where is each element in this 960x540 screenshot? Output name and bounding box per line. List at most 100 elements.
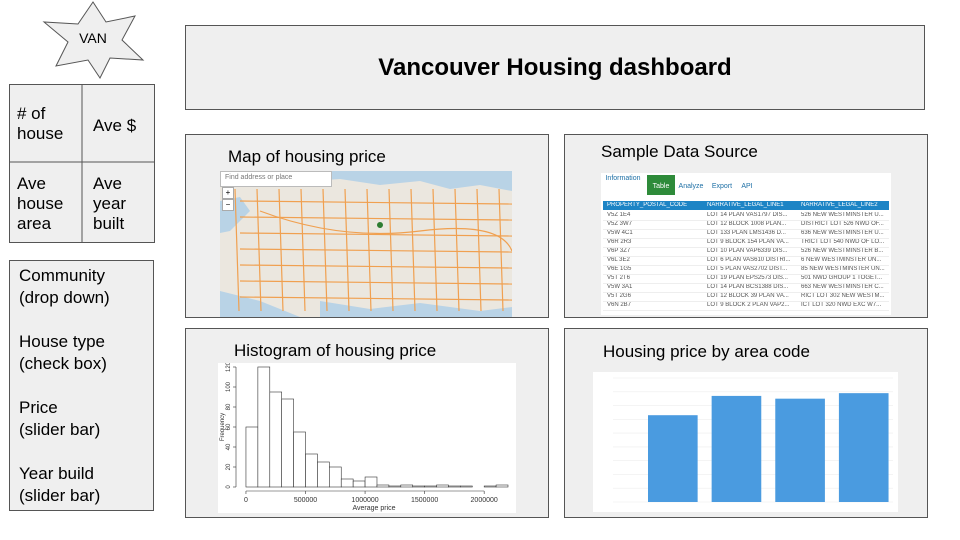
y-tick-label: 80 [226,403,232,410]
table-cell: LOT 19 PLAN EPS2573 DIS... [707,275,788,281]
area-code-bar [838,393,889,502]
x-tick-label: 500000 [294,497,317,504]
area-code-panel: Housing price by area code [564,328,928,518]
y-tick-label: 0 [226,485,232,489]
table-cell: LOT 6 PLAN VAS610 DISTRI... [707,257,791,263]
area-code-bar [775,398,825,502]
histogram-bar [245,426,259,488]
table-row: V5Z 3W7 LOT 12 BLOCK 1008 PLAN... DISTRICT… [603,220,889,230]
tab-api[interactable]: API [741,183,753,190]
x-tick-label: 2000000 [471,497,498,504]
housing-price-map[interactable]: Find address or place + − [220,171,512,317]
table-cell: V6N 2B7 [607,302,632,308]
tab-analyze[interactable]: Analyze [678,183,704,190]
table-row: V6P 3Z7 LOT 10 PLAN VAP6339 DIS... 526 NEW… [603,247,889,257]
zoom-in-button[interactable]: + [222,187,234,199]
table-row: V6N 2B7 LOT 9 BLOCK 2 PLAN VAP2... ICT LOT… [603,301,889,311]
table-cell: 501 NWD GROUP 1 TOGET... [801,275,883,281]
histogram-bar [340,478,354,488]
map-search-bar[interactable]: Find address or place [220,171,332,187]
table-cell: V6R 2R3 [607,239,632,245]
map-panel: Map of housing price Find address or pla… [185,134,549,318]
histogram-bar [293,431,306,488]
tab-export[interactable]: Export [711,183,733,190]
area-code-bar [648,415,698,502]
histogram-bar [483,485,497,488]
table-row: V6E 1G5 LOT 5 PLAN VAS2702 DIST... 85 NEW … [603,265,889,275]
map-title: Map of housing price [228,147,386,166]
column-header: NARRATIVE_LEGAL_LINE1 [707,202,784,208]
table-cell: V5Z 3W7 [607,221,633,227]
x-axis-label: Average price [352,505,395,512]
area-code-svg [613,377,893,503]
histogram-bar [412,485,425,488]
table-cell: 526 NEW WESTMINSTER B... [801,248,884,254]
histogram-bar [257,366,271,488]
histogram-bar [448,485,461,488]
histogram-bar [305,453,318,488]
page-title: Vancouver Housing dashboard [378,54,732,81]
histogram-bar [424,485,437,488]
x-tick-label: 1500000 [411,497,438,504]
table-row: V5T 2G6 LOT 12 BLOCK 39 PLAN VA... RICT LO… [603,292,889,302]
histogram-bar [329,466,342,488]
table-cell: V5Z 1E4 [607,212,631,218]
data-source-panel: Sample Data Source Information Table Ana… [564,134,928,318]
histogram-bar [400,484,414,488]
table-header: PROPERTY_POSTAL_CODE NARRATIVE_LEGAL_LIN… [603,201,889,210]
summary-stats: # of house Ave $ Ave house area Ave year… [9,84,155,243]
histogram-bar [495,484,509,488]
table-cell: LOT 12 BLOCK 1008 PLAN... [707,221,787,227]
histogram-bar [376,484,390,488]
table-cell: V6E 1G5 [607,266,632,272]
table-cell: LOT 14 PLAN VAS1797 DIS... [707,212,788,218]
histogram-bar [364,476,378,488]
x-tick-label: 1000000 [351,497,378,504]
column-header: PROPERTY_POSTAL_CODE [607,202,688,208]
table-cell: LOT 9 BLOCK 2 PLAN VAP2... [707,302,790,308]
tab-table[interactable]: Table [647,175,675,195]
histogram-bar [281,398,294,488]
table-cell: 6 NEW WESTMINSTER UN... [801,257,882,263]
table-cell: LOT 5 PLAN VAS2702 DIST... [707,266,788,272]
price-slider[interactable]: Price (slider bar) [19,398,101,439]
ave-year-stat: Ave year built [93,174,127,233]
table-cell: LOT 10 PLAN VAP6339 DIS... [707,248,788,254]
area-code-bar [711,395,762,502]
zoom-out-button[interactable]: − [222,199,234,211]
table-cell: DISTRICT LOT 526 NWD OF... [801,221,884,227]
table-row: V6L 3E2 LOT 6 PLAN VAS610 DISTRI... 6 NEW … [603,256,889,266]
table-row: V5W 4C1 LOT 133 PLAN LMS1436 D... 636 NEW … [603,229,889,239]
table-cell: TRICT LOT 540 NWD OF LO... [801,239,885,245]
y-tick-label: 20 [226,463,232,470]
table-row: V5Z 1E4 LOT 14 PLAN VAS1797 DIS... 526 NEW… [603,211,889,221]
y-tick-label: 120 [226,363,232,372]
y-tick-label: 60 [226,423,232,430]
table-cell: LOT 14 PLAN BCS1388 DIS... [707,284,789,290]
x-tick-label: 0 [244,497,248,504]
table-cell: LOT 12 BLOCK 39 PLAN VA... [707,293,789,299]
y-tick-label: 100 [226,381,232,392]
histogram-bar [436,484,449,488]
table-cell: V5W 3A1 [607,284,633,290]
van-logo [42,1,145,79]
table-cell: ICT LOT 320 NWD EXC W7... [801,302,882,308]
table-cell: V5T 2T6 [607,275,630,281]
data-source-title: Sample Data Source [601,142,758,161]
house-type-checkbox[interactable]: House type (check box) [19,332,107,373]
table-row: V5T 2T6 LOT 19 PLAN EPS2573 DIS... 501 NWD… [603,274,889,284]
histogram-bar [317,461,330,488]
year-build-slider[interactable]: Year build (slider bar) [19,464,101,505]
table-row: V6R 2R3 LOT 9 BLOCK 154 PLAN VA... TRICT L… [603,238,889,248]
histogram-svg: 0 500000 1000000 1500000 2000000 0 20 40 60 80 100… [220,363,509,512]
num-houses-stat: # of house [17,104,64,143]
histogram-chart: 0 500000 1000000 1500000 2000000 0 20 40 60 80 100… [218,363,516,513]
table-cell: RICT LOT 302 NEW WESTM... [801,293,885,299]
community-dropdown[interactable]: Community (drop down) [19,266,110,307]
header: Vancouver Housing dashboard [185,25,925,110]
ave-area-stat: Ave house area [17,174,64,233]
histogram-bar [352,480,366,488]
table-cell: 663 NEW WESTMINSTER C... [801,284,884,290]
map-search-label: Find address or place [225,174,293,181]
tab-information[interactable]: Information [605,175,641,182]
